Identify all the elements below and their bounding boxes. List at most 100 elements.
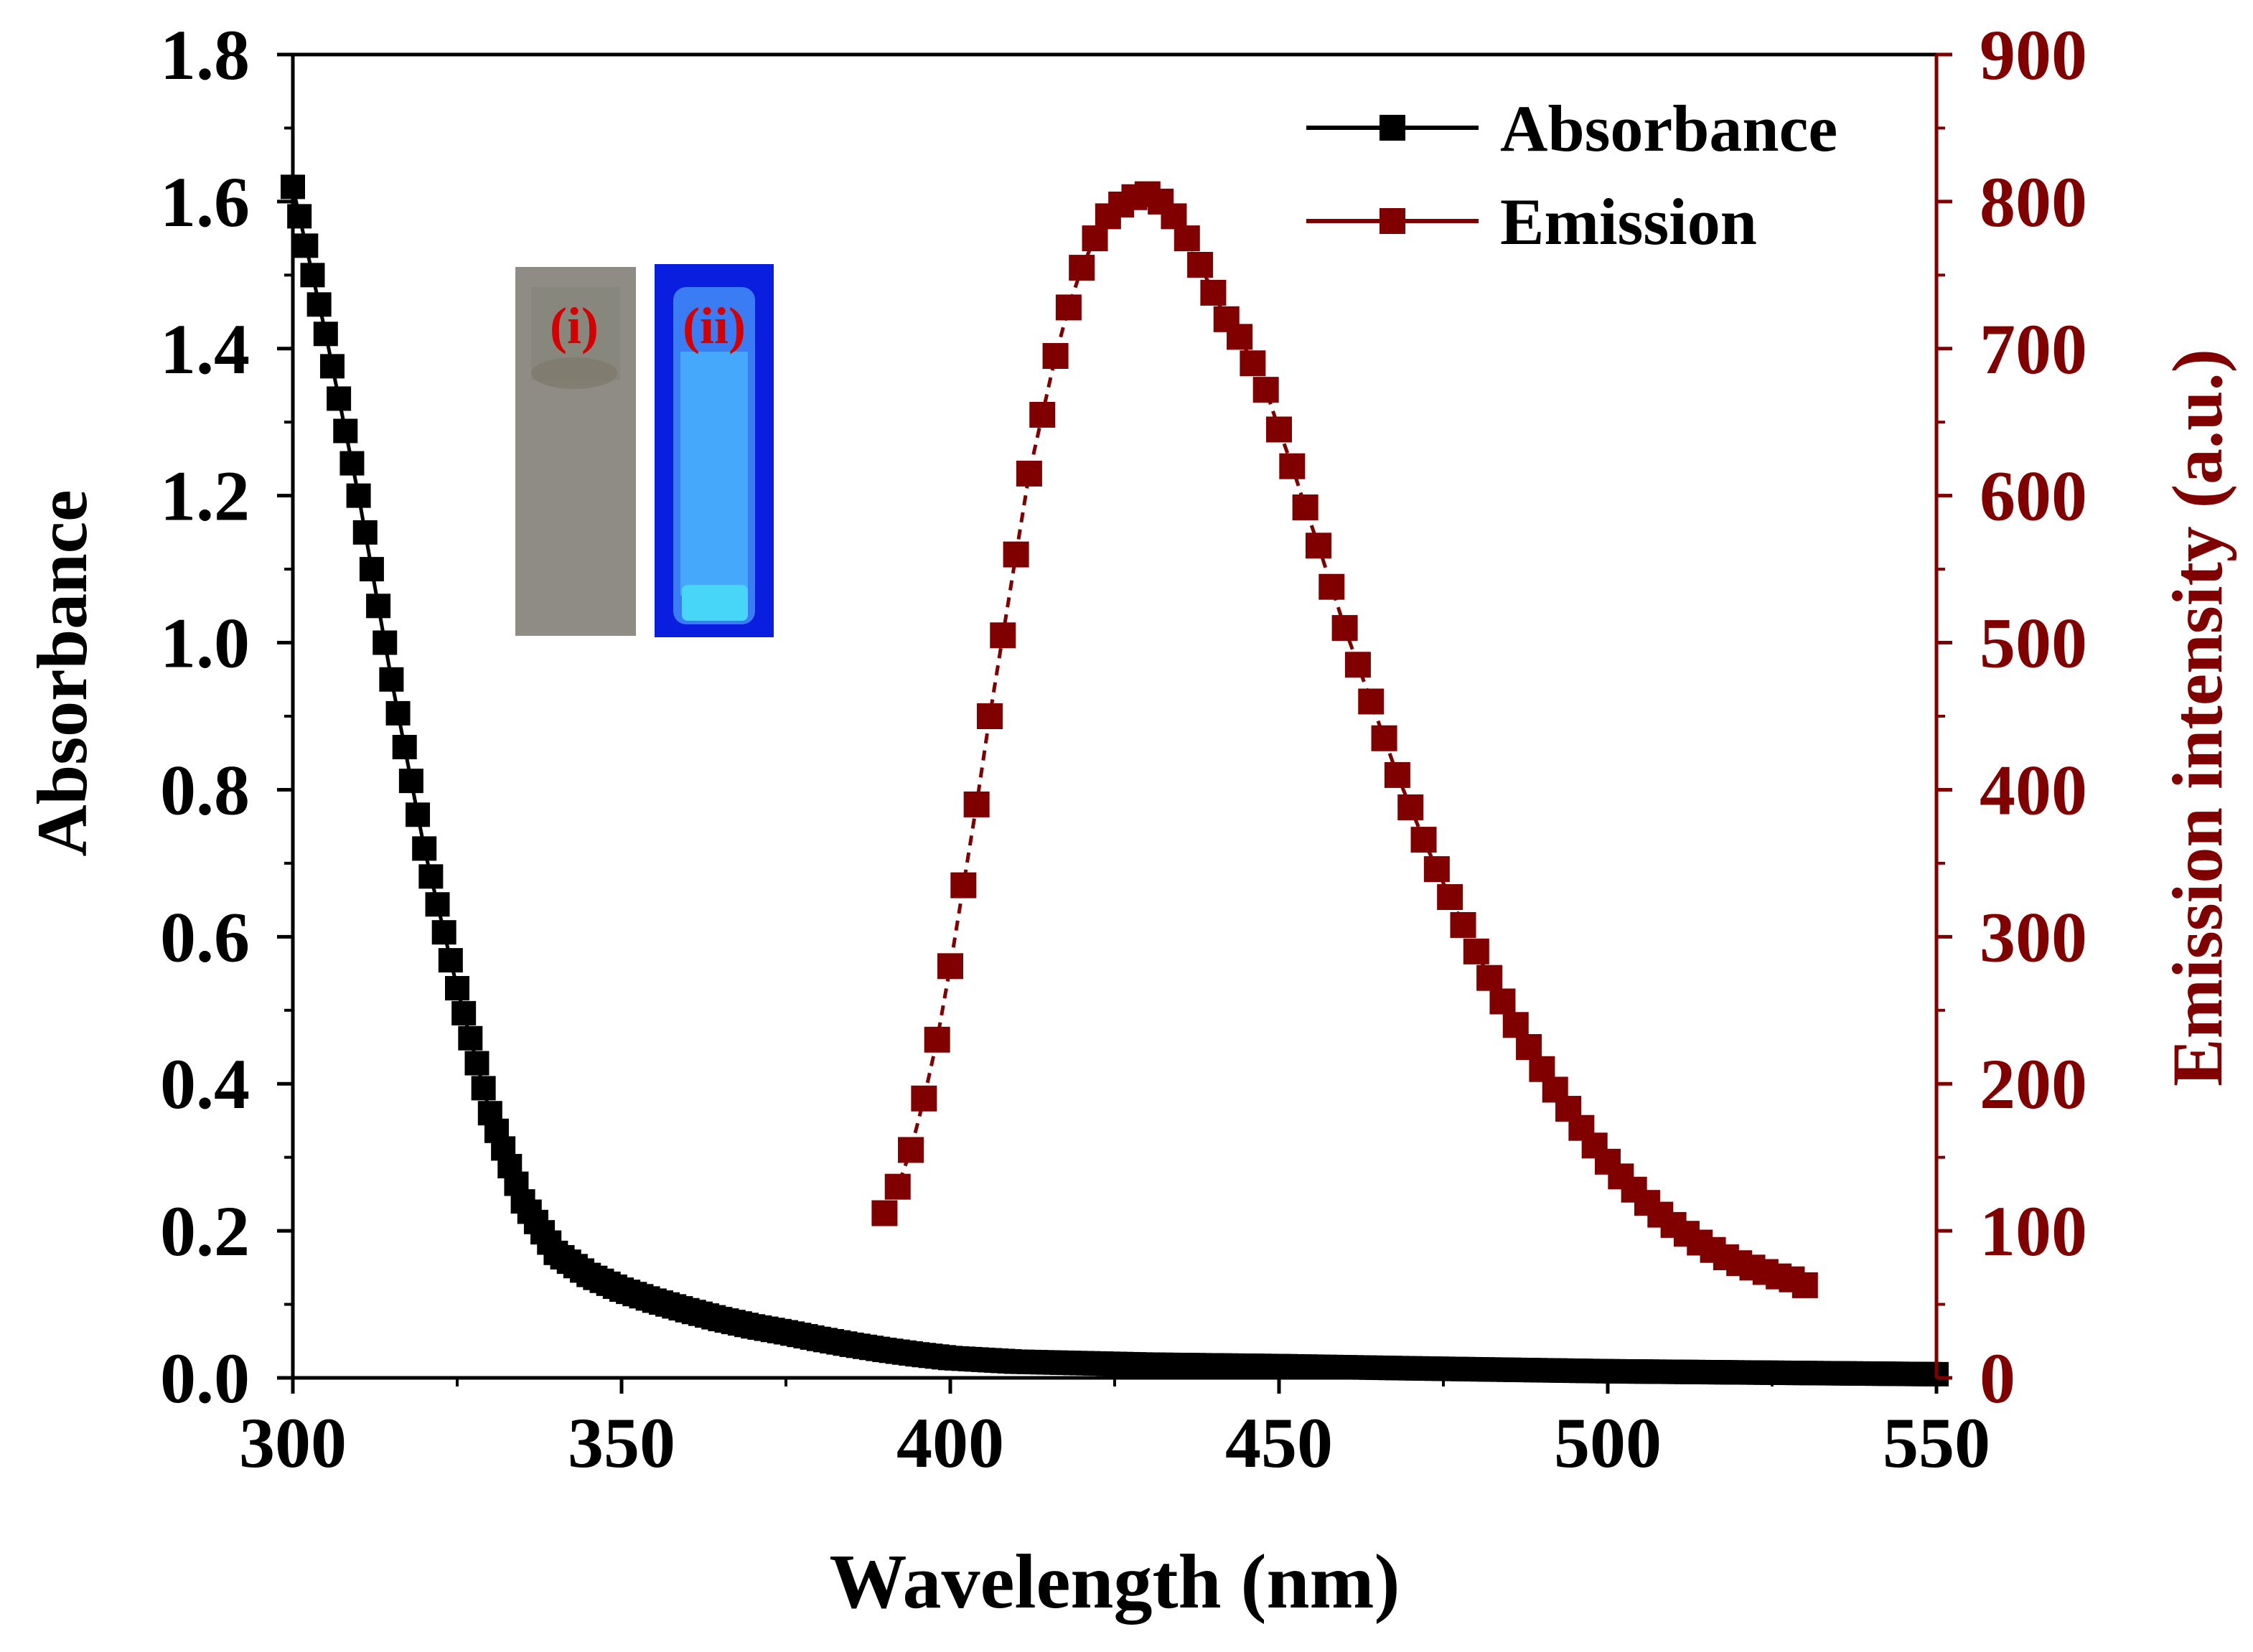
y-left-tick-label: 0.0: [160, 1338, 250, 1418]
emission-point: [898, 1137, 924, 1163]
absorbance-point: [339, 451, 365, 476]
emission-point: [1384, 761, 1410, 788]
x-tick-label: 350: [568, 1403, 675, 1483]
emission-point: [1161, 203, 1187, 230]
emission-point: [1371, 725, 1397, 751]
absorbance-point: [398, 769, 423, 794]
axes-layer: 300 350 400 450 500 550 0.0 0.2 0.4 0.6 0.8 1.0 1.2 1…: [160, 15, 2087, 1483]
y-axis-title-left: Absorbance: [22, 489, 102, 856]
emission-point: [950, 872, 977, 898]
y-left-tick-label: 1.8: [160, 15, 250, 95]
y-right-tick-label: 200: [1980, 1044, 2087, 1124]
emission-point: [1029, 401, 1056, 428]
emission-line: [883, 192, 1806, 1287]
absorbance-point: [406, 802, 431, 827]
emission-point: [1791, 1272, 1818, 1298]
emission-point: [1187, 251, 1214, 278]
legend-label-emission: Emission: [1500, 185, 1757, 258]
emission-point: [1055, 294, 1082, 321]
absorbance-point: [464, 1051, 490, 1076]
emission-point: [1410, 827, 1437, 853]
y-right-tick-label: 900: [1980, 15, 2087, 95]
absorbance-point: [294, 233, 319, 258]
absorbance-point: [392, 735, 417, 760]
absorbance-point: [438, 948, 463, 973]
emission-point: [976, 703, 1003, 729]
emission-point: [1476, 965, 1503, 991]
emission-point: [1227, 324, 1253, 350]
emission-point: [1174, 225, 1200, 252]
y-left-tick-label: 1.2: [160, 456, 250, 536]
emission-point: [1252, 377, 1279, 403]
absorbance-point: [319, 354, 345, 379]
absorbance-point: [458, 1026, 483, 1051]
absorbance-point: [313, 322, 338, 347]
absorbance-point: [287, 204, 312, 229]
legend: Absorbance Emission: [1306, 92, 1837, 258]
emission-point: [1331, 615, 1358, 642]
emission-point: [1489, 988, 1516, 1015]
emission-point: [1318, 573, 1345, 600]
y-right-tick-label: 100: [1980, 1191, 2087, 1271]
y-right-tick-label: 600: [1980, 456, 2087, 536]
absorbance-point: [373, 630, 398, 655]
absorbance-point: [385, 700, 411, 726]
absorbance-point: [300, 263, 325, 288]
absorbance-point: [412, 836, 437, 861]
x-tick-label: 400: [896, 1403, 1004, 1483]
absorbance-point: [346, 483, 371, 508]
emission-point: [1292, 494, 1318, 521]
emission-point: [1200, 279, 1227, 306]
inset-label-i: (i): [550, 297, 599, 355]
absorbance-point: [366, 593, 391, 619]
absorbance-point: [333, 418, 358, 443]
absorbance-point: [327, 386, 352, 411]
absorbance-point: [471, 1076, 496, 1101]
y-left-tick-label: 1.6: [160, 162, 250, 242]
legend-marker-emission: [1380, 208, 1405, 234]
emission-point: [1042, 343, 1069, 370]
y-right-tick-label: 800: [1980, 162, 2087, 242]
emission-point: [871, 1200, 898, 1226]
emission-point: [924, 1026, 950, 1053]
x-tick-label: 300: [239, 1403, 347, 1483]
absorbance-point: [451, 1000, 477, 1026]
emission-point: [1016, 460, 1042, 487]
emission-point: [1344, 652, 1371, 678]
x-axis-title: Wavelength (nm): [830, 1539, 1400, 1625]
emission-point: [884, 1173, 911, 1200]
y-axis-title-right: Emission intensity (a.u.): [2158, 349, 2237, 1087]
y-left-tick-label: 1.0: [160, 604, 250, 683]
emission-point: [1069, 255, 1095, 281]
y-right-tick-label: 700: [1980, 309, 2087, 389]
y-right-tick-label: 0: [1980, 1338, 2015, 1418]
y-right-tick-label: 300: [1980, 897, 2087, 977]
emission-point: [1279, 453, 1306, 479]
y-left-tick-label: 1.4: [160, 309, 250, 389]
emission-point: [1305, 532, 1331, 559]
legend-label-absorbance: Absorbance: [1500, 92, 1837, 165]
y-right-tick-label: 500: [1980, 604, 2087, 683]
absorbance-point: [445, 976, 469, 1001]
emission-point: [1450, 911, 1476, 938]
emission-point: [963, 791, 990, 817]
emission-point: [1266, 416, 1292, 443]
emission-point: [990, 622, 1016, 649]
inset-label-ii: (ii): [683, 297, 746, 355]
legend-marker-absorbance: [1380, 115, 1405, 141]
emission-point: [1397, 794, 1424, 821]
absorbance-point: [379, 667, 404, 692]
y-left-tick-label: 0.2: [160, 1191, 250, 1271]
emission-point: [911, 1085, 937, 1112]
inset-photos: (i) (ii): [515, 264, 774, 637]
emission-point: [1423, 856, 1450, 883]
x-tick-label: 450: [1225, 1403, 1333, 1483]
emission-point: [1463, 938, 1489, 965]
emission-point: [937, 953, 963, 980]
absorbance-point: [431, 920, 456, 945]
emission-point: [1502, 1012, 1529, 1038]
absorbance-point: [359, 557, 384, 582]
emission-point: [1516, 1034, 1542, 1060]
absorbance-point: [418, 864, 444, 889]
